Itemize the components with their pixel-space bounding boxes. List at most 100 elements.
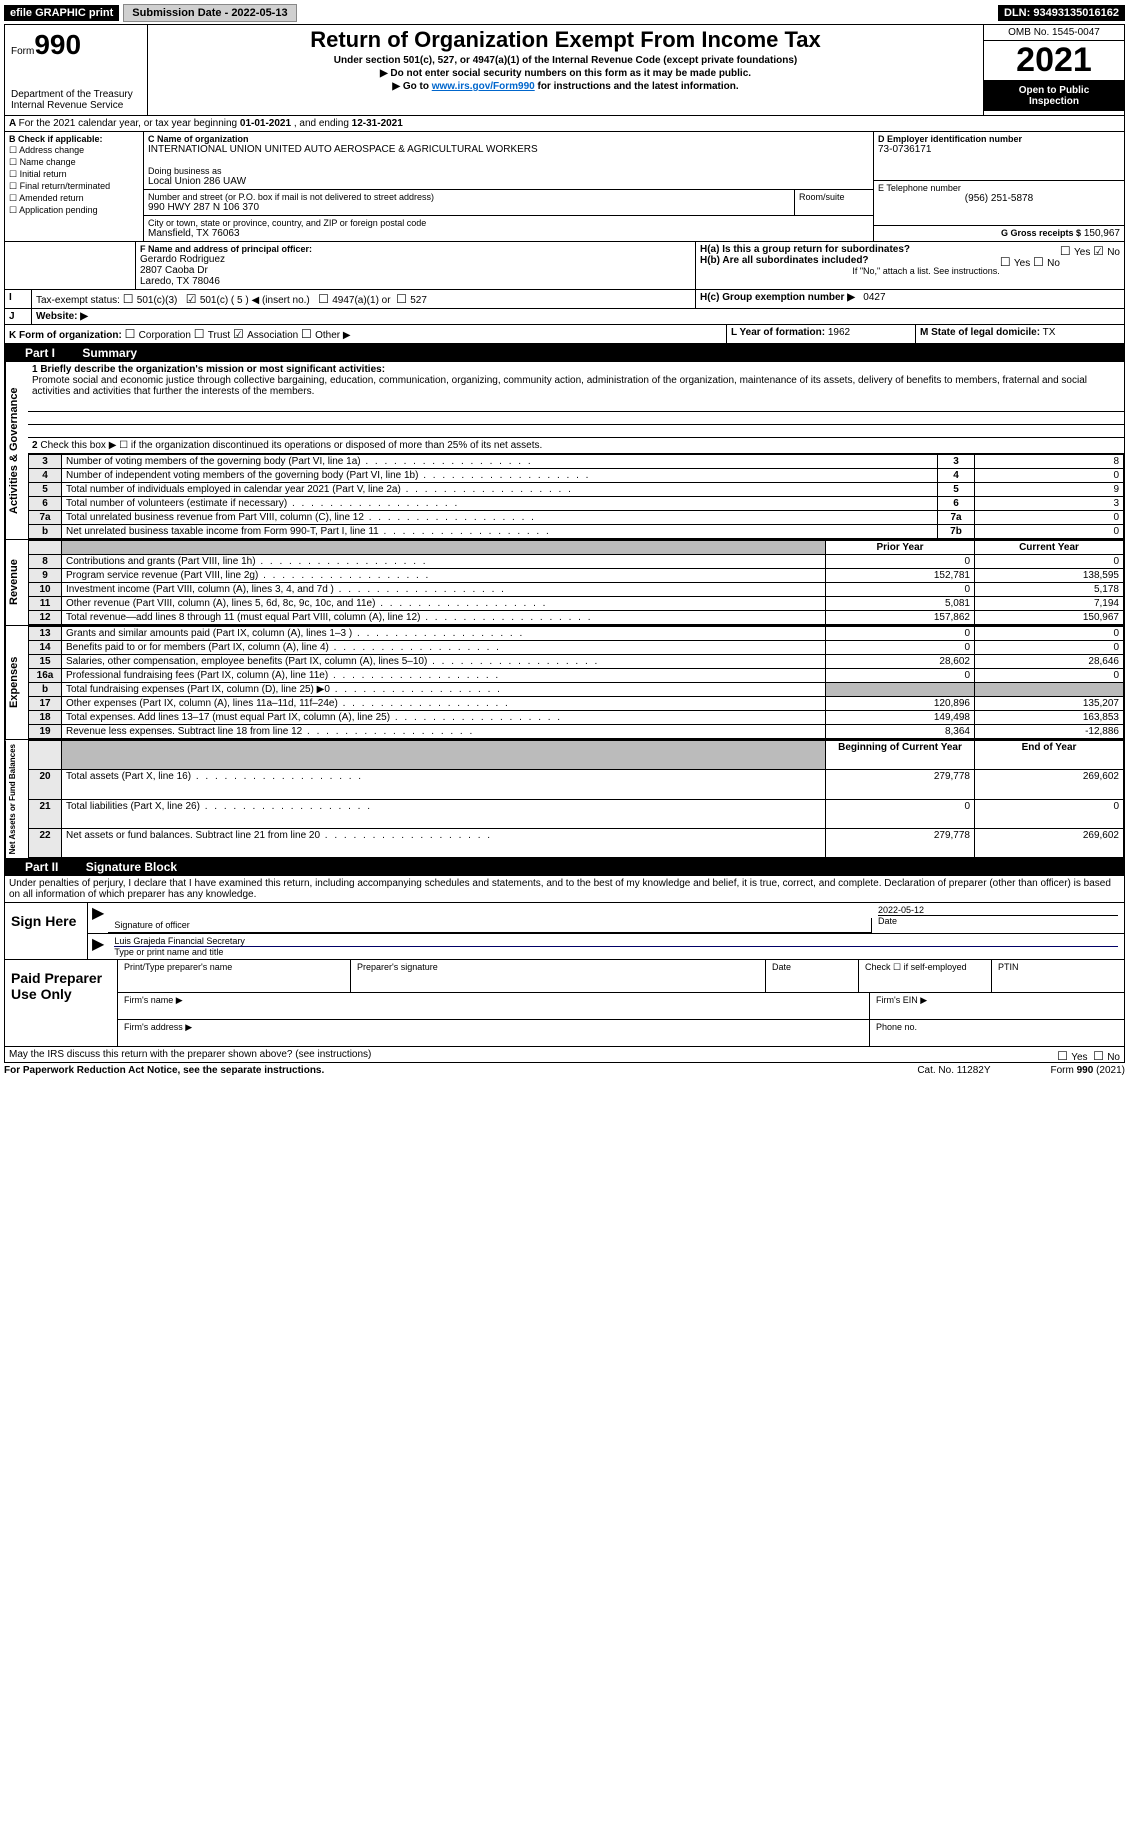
prep-sig-label: Preparer's signature bbox=[351, 960, 766, 992]
submission-date-btn[interactable]: Submission Date - 2022-05-13 bbox=[123, 4, 296, 22]
section-j: Website: ▶ bbox=[32, 309, 1124, 324]
section-bcdeg: B Check if applicable: Address change Na… bbox=[5, 132, 1124, 242]
data-row: 16aProfessional fundraising fees (Part I… bbox=[29, 669, 1124, 683]
d-label: D Employer identification number bbox=[878, 134, 1120, 144]
data-row: 10Investment income (Part VIII, column (… bbox=[29, 583, 1124, 597]
cb-527[interactable] bbox=[396, 295, 410, 306]
page-footer: For Paperwork Reduction Act Notice, see … bbox=[4, 1063, 1125, 1078]
efile-label: efile GRAPHIC print bbox=[4, 5, 119, 21]
cb-trust[interactable] bbox=[194, 330, 208, 341]
form-number: 990 bbox=[34, 29, 81, 60]
section-k: K Form of organization: Corporation Trus… bbox=[5, 325, 727, 343]
open-inspection: Open to Public Inspection bbox=[984, 81, 1124, 111]
form-990: Form990 Department of the Treasury Inter… bbox=[4, 24, 1125, 903]
self-employed[interactable]: Check ☐ if self-employed bbox=[859, 960, 992, 992]
col-headers-2: Beginning of Current Year End of Year bbox=[29, 741, 1124, 770]
data-row: 8Contributions and grants (Part VIII, li… bbox=[29, 555, 1124, 569]
side-revenue: Revenue bbox=[5, 540, 28, 625]
org-name-block: C Name of organization INTERNATIONAL UNI… bbox=[144, 132, 873, 190]
tax-end: 12-31-2021 bbox=[352, 118, 403, 129]
hdr-spacer4 bbox=[62, 741, 826, 770]
section-c: C Name of organization INTERNATIONAL UNI… bbox=[144, 132, 873, 241]
cat-no: Cat. No. 11282Y bbox=[917, 1065, 990, 1076]
irs-link[interactable]: www.irs.gov/Form990 bbox=[432, 81, 535, 92]
cb-501c[interactable] bbox=[186, 295, 200, 306]
prep-date-label: Date bbox=[766, 960, 859, 992]
cb-initial-return[interactable]: Initial return bbox=[9, 169, 139, 180]
data-row: 17Other expenses (Part IX, column (A), l… bbox=[29, 697, 1124, 711]
cb-address-change[interactable]: Address change bbox=[9, 145, 139, 156]
i-letter: I bbox=[5, 290, 32, 308]
inspect1: Open to Public bbox=[1019, 85, 1090, 96]
cb-assoc[interactable] bbox=[233, 330, 247, 341]
ha-yes[interactable] bbox=[1060, 247, 1074, 258]
section-j-row: J Website: ▶ bbox=[5, 309, 1124, 325]
org-name: INTERNATIONAL UNION UNITED AUTO AEROSPAC… bbox=[148, 144, 869, 155]
irs-no-lbl: No bbox=[1107, 1052, 1120, 1063]
ha-no[interactable] bbox=[1093, 247, 1107, 258]
firm-phone: Phone no. bbox=[870, 1020, 1124, 1046]
cb-app-pending[interactable]: Application pending bbox=[9, 205, 139, 216]
summary-row: 3Number of voting members of the governi… bbox=[29, 455, 1124, 469]
blank-line2 bbox=[28, 412, 1124, 425]
side-governance: Activities & Governance bbox=[5, 362, 28, 539]
summary-row: 5Total number of individuals employed in… bbox=[29, 483, 1124, 497]
col-current: Current Year bbox=[975, 541, 1124, 555]
city-label: City or town, state or province, country… bbox=[148, 218, 869, 228]
irs-yes-lbl: Yes bbox=[1071, 1052, 1087, 1063]
hb-no[interactable] bbox=[1033, 258, 1047, 269]
data-row: bTotal fundraising expenses (Part IX, co… bbox=[29, 683, 1124, 697]
side-expenses: Expenses bbox=[5, 626, 28, 739]
hc-value: 0427 bbox=[863, 292, 885, 303]
section-g: G Gross receipts $ 150,967 bbox=[874, 226, 1124, 241]
city-cell: City or town, state or province, country… bbox=[144, 216, 873, 241]
part1-header: Part I Summary bbox=[5, 344, 1124, 362]
dln-label: DLN: 93493135016162 bbox=[998, 5, 1125, 21]
street-row: Number and street (or P.O. box if mail i… bbox=[144, 190, 873, 216]
data-row: 12Total revenue—add lines 8 through 11 (… bbox=[29, 611, 1124, 625]
hdr-spacer1 bbox=[29, 541, 62, 555]
expenses-section: Expenses 13Grants and similar amounts pa… bbox=[5, 625, 1124, 739]
opt-527: 527 bbox=[410, 295, 427, 306]
line1-label: 1 Briefly describe the organization's mi… bbox=[32, 364, 385, 375]
firm-name: Firm's name ▶ bbox=[118, 993, 870, 1019]
l-value: 1962 bbox=[828, 327, 850, 338]
dba-label: Doing business as bbox=[148, 166, 869, 176]
city-value: Mansfield, TX 76063 bbox=[148, 228, 869, 239]
section-h: H(a) Is this a group return for subordin… bbox=[696, 242, 1124, 289]
revenue-section: Revenue Prior Year Current Year 8Contrib… bbox=[5, 539, 1124, 625]
dept-treasury: Department of the Treasury Internal Reve… bbox=[11, 89, 141, 111]
a-mid: , and ending bbox=[294, 118, 352, 129]
data-row: 14Benefits paid to or for members (Part … bbox=[29, 641, 1124, 655]
e-label: E Telephone number bbox=[878, 183, 1120, 193]
form-header: Form990 Department of the Treasury Inter… bbox=[5, 25, 1124, 116]
section-m: M State of legal domicile: TX bbox=[916, 325, 1124, 343]
cb-501c3[interactable] bbox=[123, 295, 137, 306]
sig-officer-label: Signature of officer bbox=[108, 918, 872, 933]
header-center: Return of Organization Exempt From Incom… bbox=[148, 25, 983, 115]
data-row: 15Salaries, other compensation, employee… bbox=[29, 655, 1124, 669]
cb-name-change[interactable]: Name change bbox=[9, 157, 139, 168]
preparer-row3: Firm's address ▶ Phone no. bbox=[118, 1020, 1124, 1046]
part2-title: Signature Block bbox=[86, 860, 177, 874]
cb-other[interactable] bbox=[301, 330, 315, 341]
cb-final-return[interactable]: Final return/terminated bbox=[9, 181, 139, 192]
firm-ein: Firm's EIN ▶ bbox=[870, 993, 1124, 1019]
h-a: H(a) Is this a group return for subordin… bbox=[700, 244, 1120, 255]
ha-no-lbl: No bbox=[1107, 247, 1120, 258]
g-label: G Gross receipts $ bbox=[1001, 228, 1081, 238]
cb-4947[interactable] bbox=[318, 295, 332, 306]
may-irs-row: May the IRS discuss this return with the… bbox=[4, 1047, 1125, 1063]
arrow-icon: ▶ bbox=[88, 903, 108, 933]
sign-here: Sign Here bbox=[5, 903, 88, 959]
section-klm: K Form of organization: Corporation Trus… bbox=[5, 325, 1124, 344]
cb-corp[interactable] bbox=[125, 330, 139, 341]
hb-yes[interactable] bbox=[1000, 258, 1014, 269]
preparer-row2: Firm's name ▶ Firm's EIN ▶ bbox=[118, 993, 1124, 1020]
cb-amended-return[interactable]: Amended return bbox=[9, 193, 139, 204]
irs-no[interactable] bbox=[1093, 1052, 1107, 1063]
street-cell: Number and street (or P.O. box if mail i… bbox=[144, 190, 795, 215]
irs-yes[interactable] bbox=[1057, 1052, 1071, 1063]
officer-addr2: Laredo, TX 78046 bbox=[140, 276, 691, 287]
section-i-row: I Tax-exempt status: 501(c)(3) 501(c) ( … bbox=[5, 290, 1124, 309]
